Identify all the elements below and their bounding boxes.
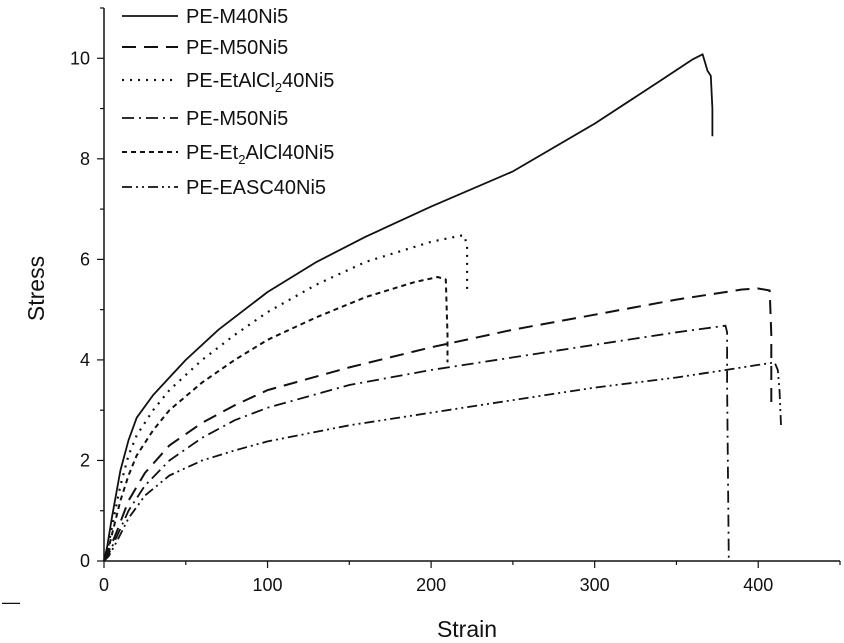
- y-tick-label: 4: [80, 350, 90, 370]
- series-line-6: [103, 361, 782, 562]
- legend-label-4: PE-M50Ni5: [186, 108, 288, 130]
- y-axis-title: Stress: [23, 256, 49, 321]
- legend-label-6: PE-EASC40Ni5: [186, 177, 326, 199]
- x-tick-label: 400: [743, 575, 773, 595]
- x-tick-label: 300: [580, 575, 610, 595]
- legend-label-1: PE-M40Ni5: [186, 6, 288, 28]
- x-tick-label: 200: [416, 575, 446, 595]
- legend-label-5: PE-Et2AlCl40Ni5: [186, 142, 334, 167]
- series-line-5: [103, 276, 449, 562]
- legend-label-3: PE-EtAlCl240Ni5: [186, 70, 334, 95]
- series-line-4: [103, 324, 730, 562]
- stray-mark: —: [2, 592, 20, 612]
- y-tick-label: 8: [80, 149, 90, 169]
- legend: PE-M40Ni5 PE-M50Ni5 PE-EtAlCl240Ni5 PE-M50N…: [122, 6, 334, 199]
- x-axis-title: Strain: [437, 616, 497, 642]
- x-tick-label: 100: [253, 575, 283, 595]
- x-tick-label: 0: [99, 575, 109, 595]
- series-line-1: [103, 53, 714, 562]
- legend-label-2: PE-M50Ni5: [186, 37, 288, 59]
- y-tick-label: 2: [80, 450, 90, 470]
- y-tick-label: 6: [80, 249, 90, 269]
- y-tick-label: 0: [80, 551, 90, 571]
- series-line-2: [103, 287, 773, 562]
- series-layer: [102, 53, 782, 562]
- y-tick-label: 10: [70, 48, 90, 68]
- axes: 0 100 200 300 400 0 2 4 6 8 10: [70, 7, 841, 595]
